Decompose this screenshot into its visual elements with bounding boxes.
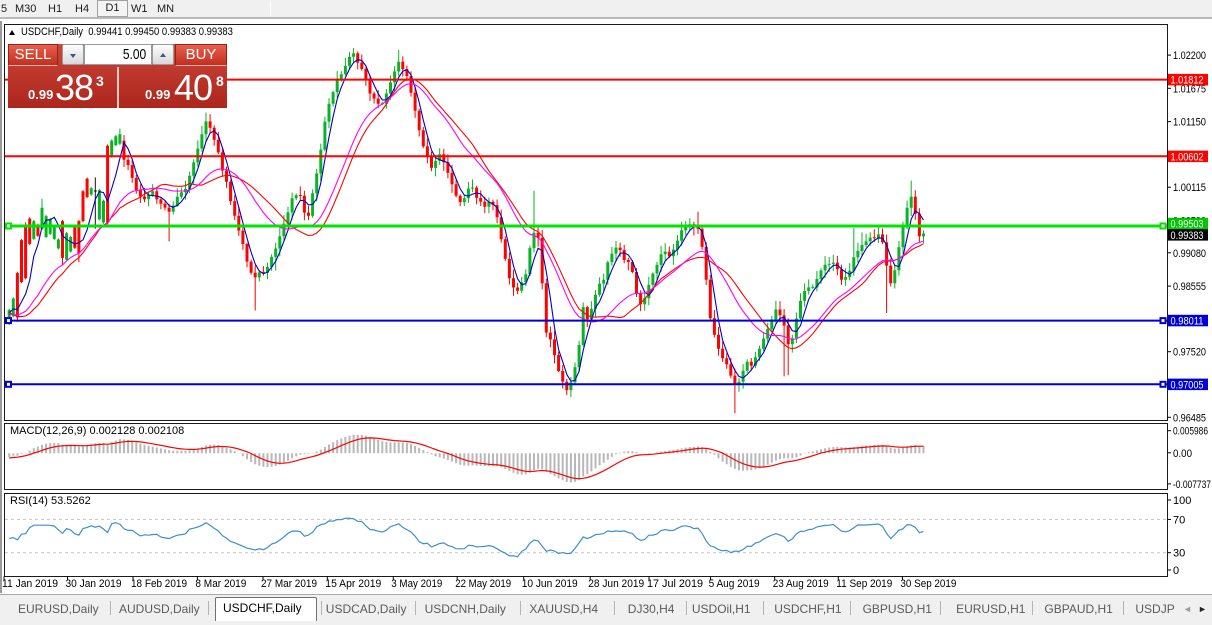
svg-text:0.96485: 0.96485 xyxy=(1173,412,1206,424)
svg-text:1.01675: 1.01675 xyxy=(1173,83,1206,95)
svg-text:15 Apr 2019: 15 Apr 2019 xyxy=(325,578,381,590)
svg-text:11 Jan 2019: 11 Jan 2019 xyxy=(2,578,58,590)
svg-text:0.98555: 0.98555 xyxy=(1173,281,1206,293)
svg-text:0.99503: 0.99503 xyxy=(1171,219,1204,231)
svg-text:100: 100 xyxy=(1173,495,1191,507)
svg-text:30 Jan 2019: 30 Jan 2019 xyxy=(66,578,122,590)
svg-text:1.02200: 1.02200 xyxy=(1173,50,1206,62)
svg-text:0.97520: 0.97520 xyxy=(1173,347,1206,359)
svg-text:28 Jun 2019: 28 Jun 2019 xyxy=(588,578,644,590)
svg-text:0.00: 0.00 xyxy=(1173,448,1192,460)
svg-text:8 Mar 2019: 8 Mar 2019 xyxy=(195,578,246,590)
svg-text:0.005986: 0.005986 xyxy=(1173,426,1208,438)
svg-text:70: 70 xyxy=(1173,514,1185,526)
svg-text:11 Sep 2019: 11 Sep 2019 xyxy=(836,578,892,590)
svg-text:1.01812: 1.01812 xyxy=(1171,75,1204,87)
svg-text:30: 30 xyxy=(1173,548,1185,560)
svg-text:1.00115: 1.00115 xyxy=(1173,182,1206,194)
svg-text:0.97005: 0.97005 xyxy=(1171,379,1204,391)
svg-text:23 Aug 2019: 23 Aug 2019 xyxy=(773,578,829,590)
svg-text:-0.007737: -0.007737 xyxy=(1173,479,1211,491)
svg-text:17 Jul 2019: 17 Jul 2019 xyxy=(647,578,703,590)
svg-text:22 May 2019: 22 May 2019 xyxy=(455,578,511,590)
svg-text:MACD(12,26,9) 0.002128 0.00210: MACD(12,26,9) 0.002128 0.002108 xyxy=(10,425,184,437)
svg-text:30 Sep 2019: 30 Sep 2019 xyxy=(900,578,956,590)
svg-text:5 Aug 2019: 5 Aug 2019 xyxy=(709,578,760,590)
svg-text:0.99383: 0.99383 xyxy=(1171,230,1204,242)
svg-text:27 Mar 2019: 27 Mar 2019 xyxy=(261,578,317,590)
svg-text:3 May 2019: 3 May 2019 xyxy=(391,578,442,590)
svg-text:1.00602: 1.00602 xyxy=(1171,151,1204,163)
svg-text:0.99080: 0.99080 xyxy=(1173,248,1206,260)
svg-text:18 Feb 2019: 18 Feb 2019 xyxy=(131,578,187,590)
svg-text:0: 0 xyxy=(1173,565,1179,577)
svg-text:10 Jun 2019: 10 Jun 2019 xyxy=(522,578,578,590)
svg-text:0.98011: 0.98011 xyxy=(1171,316,1204,328)
svg-text:RSI(14) 53.5262: RSI(14) 53.5262 xyxy=(10,495,91,507)
svg-text:1.01150: 1.01150 xyxy=(1173,117,1206,129)
